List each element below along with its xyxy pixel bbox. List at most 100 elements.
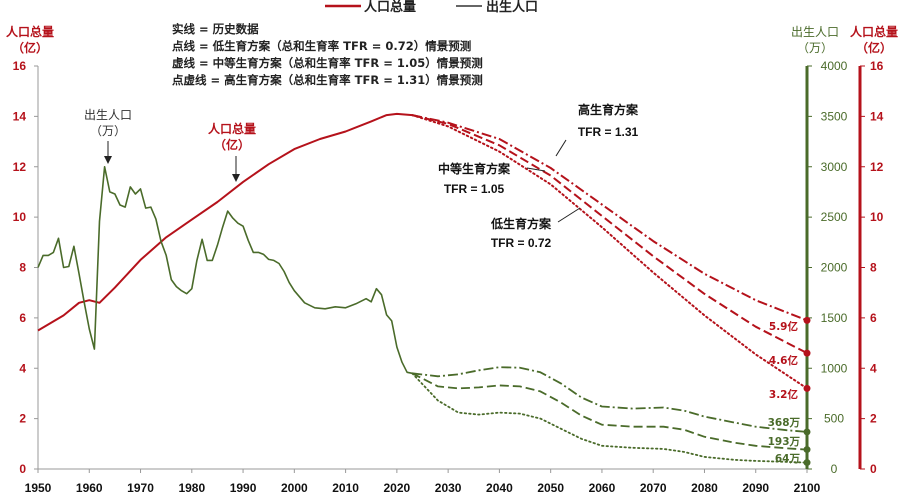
births-tick-label: 1000 — [821, 361, 848, 375]
end-label-births-low: 64万 — [775, 453, 801, 465]
births-tick-label: 0 — [831, 462, 838, 476]
births-tick-label: 2000 — [821, 261, 848, 275]
x-tick-label: 2080 — [691, 481, 718, 495]
end-marker-population-dash — [803, 349, 811, 357]
end-label-births-high: 368万 — [768, 417, 801, 429]
left-tick-label: 14 — [13, 109, 27, 123]
births-axis-unit: （万） — [797, 41, 833, 55]
births-annotation-arrowhead — [104, 156, 112, 164]
x-tick-label: 2090 — [742, 481, 769, 495]
right-pop-tick-label: 14 — [870, 109, 884, 123]
high-scenario-annotation: 高生育方案 TFR = 1.31 — [555, 102, 639, 157]
left-tick-label: 0 — [19, 462, 26, 476]
legend-note-dashdot: 点虚线 = 高生育方案（总和生育率 TFR = 1.31）情景预测 — [172, 73, 483, 87]
low-scenario-arrow — [557, 207, 581, 223]
right-pop-axis-unit: （亿） — [856, 40, 892, 55]
x-tick-label: 2010 — [332, 481, 359, 495]
mid-scenario-annotation: 中等生育方案 TFR = 1.05 — [438, 161, 546, 196]
series-line-births-dot — [411, 372, 808, 464]
series-line-population-dash — [411, 114, 808, 354]
x-tick-label: 1970 — [127, 481, 154, 495]
x-tick-label: 1980 — [178, 481, 205, 495]
left-tick-label: 8 — [19, 261, 26, 275]
left-tick-label: 12 — [13, 160, 27, 174]
population-annotation: 人口总量 （亿） — [208, 121, 256, 182]
x-tick-label: 2020 — [384, 481, 411, 495]
low-scenario-annotation: 低生育方案 TFR = 0.72 — [490, 207, 581, 250]
right-pop-axis-title: 人口总量 — [850, 24, 898, 39]
left-tick-label: 6 — [19, 311, 26, 325]
legend-note-dash: 虚线 = 中等生育方案（总和生育率 TFR = 1.05）情景预测 — [172, 56, 483, 70]
x-tick-label: 2060 — [589, 481, 616, 495]
axis-ticks: 0 2 4 6 8 10 12 14 16 0 500 1000 1500 2000 2500 3000 350… — [13, 59, 884, 495]
series-line-births-dashdot — [412, 366, 808, 433]
series-line-births-solid — [37, 166, 413, 375]
end-marker-population-dashdot — [803, 316, 811, 324]
x-tick-label: 1950 — [25, 481, 52, 495]
end-label-births-mid: 193万 — [768, 436, 801, 448]
population-annotation-line1: 人口总量 — [208, 121, 256, 136]
legend-note-dot: 点线 = 低生育方案（总和生育率 TFR = 0.72）情景预测 — [172, 39, 471, 53]
legend-note-solid: 实线 = 历史数据 — [172, 22, 259, 36]
series-line-births-dash — [411, 372, 808, 451]
births-annotation-line2: （万） — [90, 124, 126, 138]
end-labels: 5.9亿 4.6亿 3.2亿 368万 193万 64万 — [768, 320, 801, 465]
right-pop-tick-label: 2 — [870, 412, 877, 426]
births-annotation: 出生人口 （万） — [84, 108, 132, 164]
population-annotation-arrowhead — [232, 174, 240, 182]
series-line-population-dot — [411, 114, 808, 390]
high-scenario-arrow — [555, 139, 567, 157]
x-tick-label: 1960 — [76, 481, 103, 495]
end-label-pop-high: 5.9亿 — [769, 320, 799, 333]
right-pop-tick-label: 10 — [870, 210, 884, 224]
x-tick-label: 2000 — [281, 481, 308, 495]
mid-scenario-arrow — [526, 167, 546, 172]
legend-notes: 实线 = 历史数据 点线 = 低生育方案（总和生育率 TFR = 0.72）情景… — [172, 22, 483, 87]
end-marker-births-dashdot — [803, 428, 811, 436]
left-axis-title: 人口总量 — [6, 24, 54, 39]
births-axis-title: 出生人口 — [791, 25, 839, 39]
end-marker-population-dot — [803, 384, 811, 392]
left-tick-label: 16 — [13, 59, 27, 73]
left-tick-label: 2 — [19, 412, 26, 426]
end-points — [803, 316, 811, 467]
left-tick-label: 4 — [19, 361, 26, 375]
x-tick-label: 2070 — [640, 481, 667, 495]
mid-scenario-tfr: TFR = 1.05 — [444, 182, 505, 196]
x-tick-label: 1990 — [230, 481, 257, 495]
series-layer — [37, 112, 808, 464]
x-tick-label: 2050 — [537, 481, 564, 495]
series-line-population-solid — [37, 112, 413, 332]
population-annotation-line2: （亿） — [214, 137, 250, 152]
right-pop-tick-label: 6 — [870, 311, 877, 325]
end-label-pop-low: 3.2亿 — [769, 388, 799, 401]
legend-label-population: 人口总量 — [364, 0, 416, 15]
left-axis-unit: （亿） — [12, 40, 48, 55]
series-line-population-dashdot — [411, 114, 808, 322]
high-scenario-tfr: TFR = 1.31 — [578, 125, 639, 139]
low-scenario-name: 低生育方案 — [490, 216, 552, 231]
right-pop-tick-label: 12 — [870, 160, 884, 174]
x-tick-label: 2040 — [486, 481, 513, 495]
births-annotation-line1: 出生人口 — [84, 108, 132, 122]
legend: 人口总量 出生人口 — [325, 0, 538, 15]
end-marker-births-dot — [803, 459, 811, 467]
low-scenario-tfr: TFR = 0.72 — [491, 236, 552, 250]
right-pop-tick-label: 16 — [870, 59, 884, 73]
births-tick-label: 500 — [824, 412, 844, 426]
right-pop-tick-label: 0 — [870, 462, 877, 476]
high-scenario-name: 高生育方案 — [578, 102, 639, 117]
x-tick-label: 2030 — [435, 481, 462, 495]
x-tick-label: 2100 — [794, 481, 821, 495]
mid-scenario-name: 中等生育方案 — [438, 161, 511, 176]
end-label-pop-mid: 4.6亿 — [769, 354, 799, 367]
right-pop-tick-label: 8 — [870, 261, 877, 275]
right-pop-tick-label: 4 — [870, 361, 877, 375]
births-tick-label: 4000 — [821, 59, 848, 73]
left-tick-label: 10 — [13, 210, 27, 224]
births-tick-label: 3000 — [821, 160, 848, 174]
births-tick-label: 2500 — [821, 210, 848, 224]
end-marker-births-dash — [803, 446, 811, 454]
births-tick-label: 1500 — [821, 311, 848, 325]
